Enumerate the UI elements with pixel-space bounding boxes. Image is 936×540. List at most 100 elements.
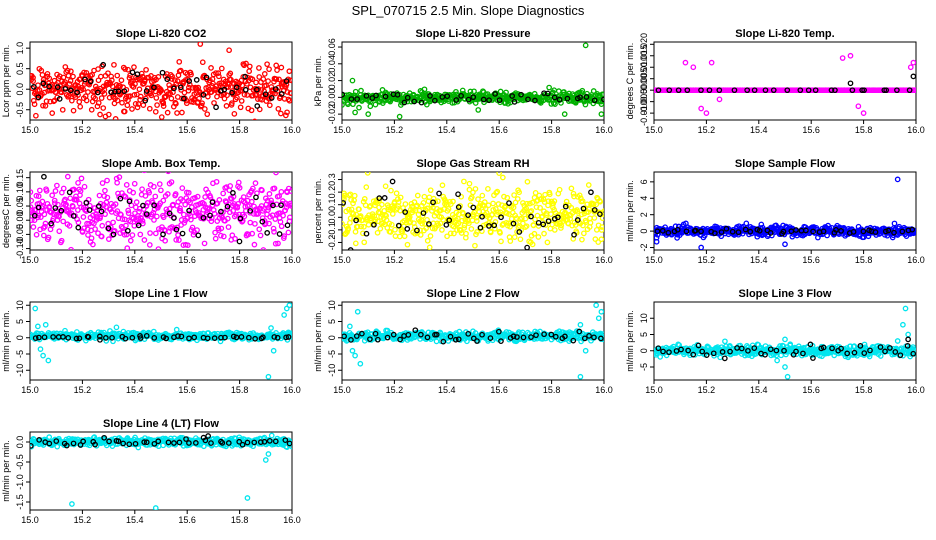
data-point [78,175,85,182]
data-point [342,220,345,227]
data-point [180,211,187,218]
data-point [470,94,477,101]
data-point [176,237,182,243]
data-point [259,187,265,194]
data-point [232,235,238,242]
data-point [285,334,292,340]
data-point [66,92,72,99]
data-point [272,86,279,92]
data-point [226,47,232,54]
data-point [356,104,362,111]
x-tick-label: 15.2 [74,255,92,265]
data-point [140,206,147,212]
data-point [568,185,575,192]
data-point [577,94,583,101]
data-point [483,210,490,216]
data-point [64,173,71,180]
data-point [532,97,538,104]
data-point [579,236,585,243]
data-point [177,84,184,91]
data-point [363,230,370,237]
data-point [101,91,108,97]
data-point [37,346,44,352]
data-point [706,87,713,94]
data-point [397,336,403,343]
data-point [472,100,479,106]
data-point [70,213,77,219]
y-tick-label: -0.005 [639,89,649,115]
data-point [711,230,718,237]
data-point [179,185,186,191]
data-point [30,97,37,104]
data-point [498,214,504,221]
y-tick-label: 5 [15,319,25,324]
data-point [466,220,472,227]
points-layer [30,432,292,510]
data-point [466,180,473,187]
data-point [599,215,604,222]
data-point [540,221,547,228]
panel-title: Slope Line 2 Flow [427,288,520,300]
data-point [202,194,208,200]
data-point [75,92,81,98]
data-point [199,100,205,107]
data-point [185,189,192,196]
data-point [894,87,900,94]
data-point [692,227,699,234]
data-point [233,84,240,91]
data-point [73,197,80,203]
data-point [200,249,204,250]
data-point [387,229,394,235]
data-point [353,333,360,339]
data-point [767,346,774,353]
data-point [367,103,374,110]
data-point [485,202,492,209]
data-point [83,208,90,214]
data-point [377,225,384,232]
data-point [894,338,901,344]
data-point [174,110,180,116]
x-tick-label: 15.0 [21,255,39,265]
data-point [250,185,256,192]
y-tick-label: -1.5 [15,494,25,510]
data-point [218,208,224,215]
data-point [544,239,551,246]
points-layer [342,172,604,250]
data-point [100,105,107,111]
data-point [397,194,404,201]
data-point [68,97,75,104]
data-point [424,334,431,341]
data-point [36,187,43,194]
data-point [738,345,745,352]
y-tick-label: 0.0 [15,83,25,96]
data-point [81,69,87,76]
data-point [394,91,401,98]
data-point [182,201,189,208]
data-point [473,218,480,224]
data-point [690,64,697,71]
data-point [252,118,258,120]
data-point [147,230,153,236]
data-point [436,190,442,197]
data-point [481,199,488,205]
data-point [910,59,916,66]
data-point [289,330,292,337]
data-point [810,355,816,361]
data-point [253,194,259,201]
data-point [745,347,751,354]
data-point [104,194,111,201]
data-point [155,246,162,250]
data-point [495,328,502,335]
data-point [756,227,763,234]
x-tick-label: 15.4 [438,255,456,265]
panel-title: Slope Sample Flow [735,158,836,170]
data-point [196,95,202,102]
data-point [502,202,509,209]
points-layer [30,42,292,120]
data-point [528,208,535,214]
data-point [498,238,504,245]
panel-title: Slope Li-820 CO2 [116,28,206,40]
data-point [131,64,137,71]
data-point [249,76,256,83]
data-point [75,224,82,231]
